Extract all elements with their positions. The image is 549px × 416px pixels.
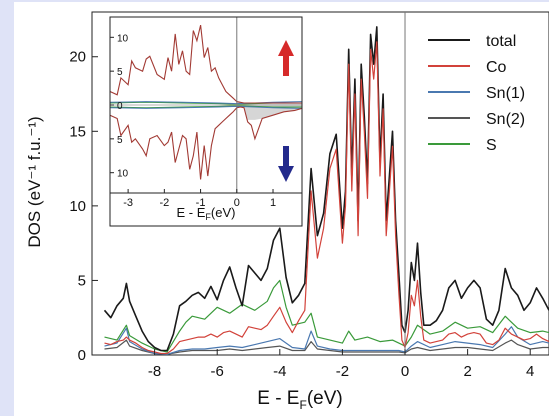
x-tick-label: -6 [211, 363, 224, 380]
spin-down-arrow-head [278, 166, 294, 182]
x-tick-label: 0 [401, 363, 409, 380]
x-tick-label: 2 [463, 363, 471, 380]
inset-x-tick-label: -3 [123, 197, 133, 209]
inset-x-tick-label: 0 [234, 197, 240, 209]
inset-y-tick-label: 5 [117, 135, 123, 146]
legend-label-co: Co [486, 59, 507, 76]
legend-label-sn-1: Sn(1) [486, 85, 525, 102]
legend-label-s: S [486, 137, 497, 154]
inset-y-tick-label: 0 [117, 101, 123, 112]
legend: total Co Sn(1) Sn(2) S [428, 33, 525, 154]
inset-series-total-up [109, 24, 302, 104]
spin-up-arrow-head [278, 40, 294, 56]
inset-x-tick-label: -2 [159, 197, 169, 209]
inset-plot: -3 -2 -1 0 1 10 5 0 5 10 E - EF(eV) [109, 16, 303, 227]
x-tick-label: -8 [148, 363, 161, 380]
inset-x-label-subscript: F [205, 212, 211, 222]
series-line-co [104, 41, 549, 355]
y-tick-label: 5 [78, 272, 86, 289]
inset-x-tick-label: -1 [196, 197, 206, 209]
series-line-sn-2 [104, 339, 549, 355]
x-label-unit: (eV) [307, 388, 343, 409]
x-label-subscript: F [299, 398, 306, 412]
spin-up-arrow [278, 40, 294, 76]
inset-x-axis-label: E - EF(eV) [177, 205, 236, 222]
x-tick-label: -2 [336, 363, 349, 380]
spin-up-arrow-shaft [283, 54, 289, 76]
y-tick-label: 15 [69, 123, 86, 140]
inset-series-group [109, 24, 303, 180]
inset-x-label-main: E - E [177, 205, 206, 220]
inset-series-total-down [109, 106, 303, 180]
y-tick-label: 10 [69, 198, 86, 215]
x-tick-label: 4 [526, 363, 534, 380]
series-line-sn-1 [104, 326, 549, 355]
main-series-group [103, 26, 549, 355]
series-line-s [104, 279, 549, 353]
inset-x-label-unit: (eV) [211, 205, 236, 220]
main-x-ticks: -8 -6 -4 -2 0 2 4 [148, 349, 534, 380]
main-plot-frame [91, 11, 549, 356]
main-y-axis-label: DOS (eV⁻¹ f.u.⁻¹) [25, 116, 44, 247]
inset-series-s-down [109, 105, 302, 109]
legend-label-total: total [486, 33, 516, 50]
inset-y-tick-label: 10 [117, 33, 129, 44]
inset-plot-area [109, 16, 303, 194]
inset-y-tick-label: 5 [117, 67, 123, 78]
inset-frame [109, 16, 303, 227]
inset-y-ticks: 10 5 0 5 10 [110, 33, 129, 180]
spin-down-arrow-shaft [283, 146, 289, 168]
y-tick-label: 0 [78, 347, 86, 364]
inset-y-tick-label: 10 [117, 169, 129, 180]
legend-label-sn-2: Sn(2) [486, 111, 525, 128]
x-label-main: E - E [257, 388, 299, 409]
spin-down-arrow [278, 146, 294, 182]
inset-series-sn-1-down [109, 105, 303, 109]
main-y-ticks: 0 5 10 15 20 [69, 49, 98, 364]
y-tick-label: 20 [69, 49, 86, 66]
inset-x-ticks: -3 -2 -1 0 1 [123, 189, 276, 209]
main-x-axis-label: E - EF(eV) [257, 388, 342, 412]
inset-x-tick-label: 1 [270, 197, 276, 209]
inset-series-sn-1-up [109, 101, 303, 105]
x-tick-label: -4 [273, 363, 286, 380]
